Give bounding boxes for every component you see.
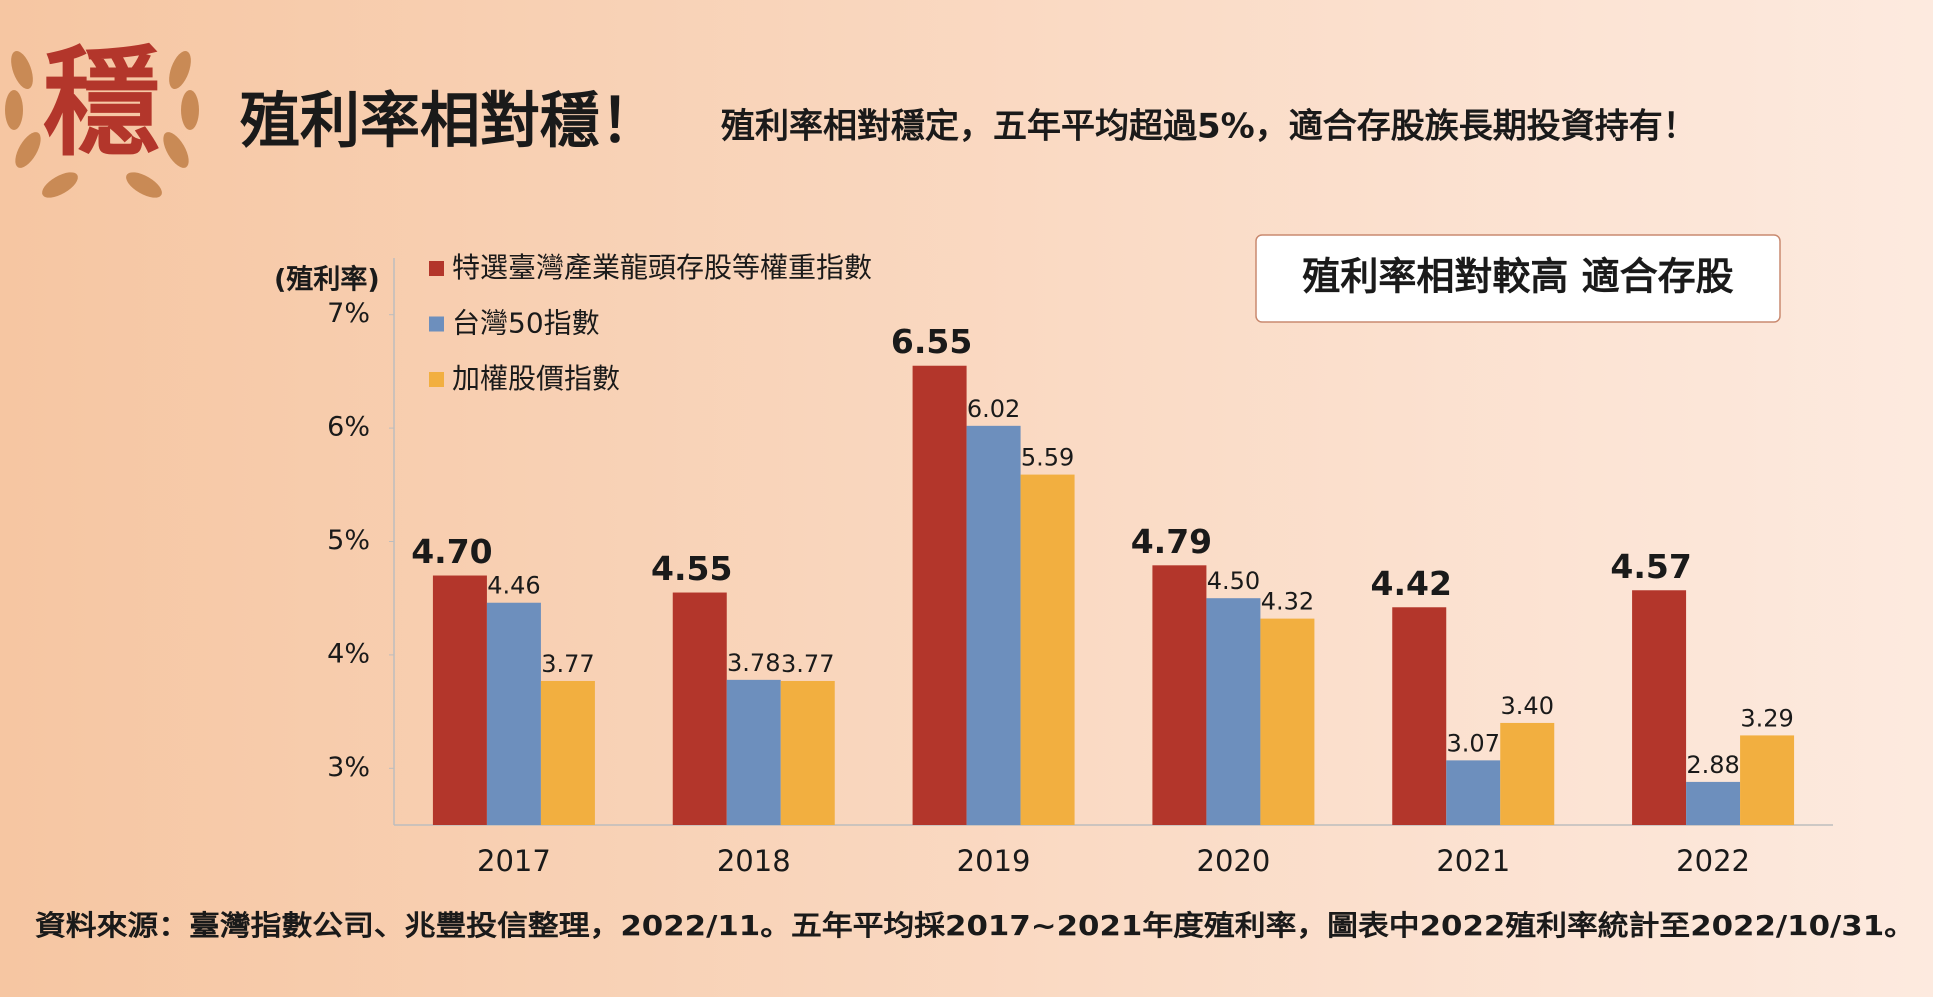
x-tick-label: 2017 [477, 844, 551, 878]
x-tick-label: 2018 [717, 844, 791, 878]
y-tick-label: 5% [327, 525, 370, 556]
data-label: 6.55 [891, 322, 972, 361]
bar [672, 592, 727, 825]
data-label: 3.07 [1447, 729, 1500, 757]
bar [1392, 607, 1447, 825]
data-label: 3.78 [727, 649, 780, 677]
y-tick-label: 6% [327, 412, 370, 443]
bar [726, 679, 781, 825]
legend-label: 加權股價指數 [452, 362, 620, 395]
bar [1632, 590, 1687, 825]
bar [1500, 722, 1555, 825]
data-label: 6.02 [967, 395, 1020, 423]
legend-swatch [429, 261, 444, 276]
bar [1206, 598, 1261, 825]
laurel [5, 50, 199, 198]
title: 殖利率相對穩！ [240, 87, 660, 157]
legend-label: 特選臺灣產業龍頭存股等權重指數 [452, 251, 872, 284]
legend-swatch [429, 316, 444, 332]
y-tick-label: 7% [327, 298, 370, 329]
y-axis-label: (殖利率) [274, 264, 380, 296]
callout-box [1255, 234, 1781, 323]
bar [540, 680, 595, 825]
bar [966, 425, 1021, 825]
bar [1686, 781, 1741, 825]
logo-text: 穩 [43, 34, 161, 172]
data-label: 4.55 [651, 549, 732, 588]
bar [1152, 565, 1207, 825]
bar [486, 602, 541, 825]
data-label: 4.57 [1610, 547, 1691, 586]
y-tick-label: 3% [327, 752, 370, 783]
subtitle: 殖利率相對穩定，五年平均超過5%，適合存股族長期投資持有！ [721, 107, 1697, 147]
bar [432, 575, 487, 825]
data-label: 3.40 [1501, 692, 1554, 720]
data-label: 4.46 [487, 572, 540, 600]
legend-swatch [429, 372, 444, 387]
x-tick-label: 2022 [1676, 844, 1750, 878]
callout: 殖利率相對較高 適合存股 [1302, 255, 1733, 299]
footnote: 資料來源：臺灣指數公司、兆豐投信整理，2022/11。五年平均採2017~202… [35, 909, 1915, 942]
bar [1020, 474, 1075, 825]
y-tick-label: 4% [327, 638, 370, 669]
data-label: 2.88 [1686, 751, 1739, 779]
x-tick-label: 2019 [957, 844, 1031, 878]
bar [780, 680, 835, 825]
legend-label: 台灣50指數 [452, 307, 600, 340]
x-tick-label: 2020 [1197, 844, 1271, 878]
bar [912, 365, 967, 825]
data-label: 4.79 [1131, 522, 1212, 561]
data-label: 4.42 [1371, 564, 1452, 603]
data-label: 5.59 [1021, 444, 1074, 472]
bar [1740, 735, 1795, 825]
data-label: 3.77 [541, 650, 594, 678]
bar [1260, 618, 1315, 825]
bar [1446, 760, 1501, 825]
data-label: 3.29 [1740, 704, 1793, 732]
data-label: 4.32 [1261, 588, 1314, 616]
data-label: 4.50 [1207, 567, 1260, 595]
data-label: 3.77 [781, 650, 834, 678]
data-label: 4.70 [411, 532, 492, 571]
x-tick-label: 2021 [1436, 844, 1510, 878]
